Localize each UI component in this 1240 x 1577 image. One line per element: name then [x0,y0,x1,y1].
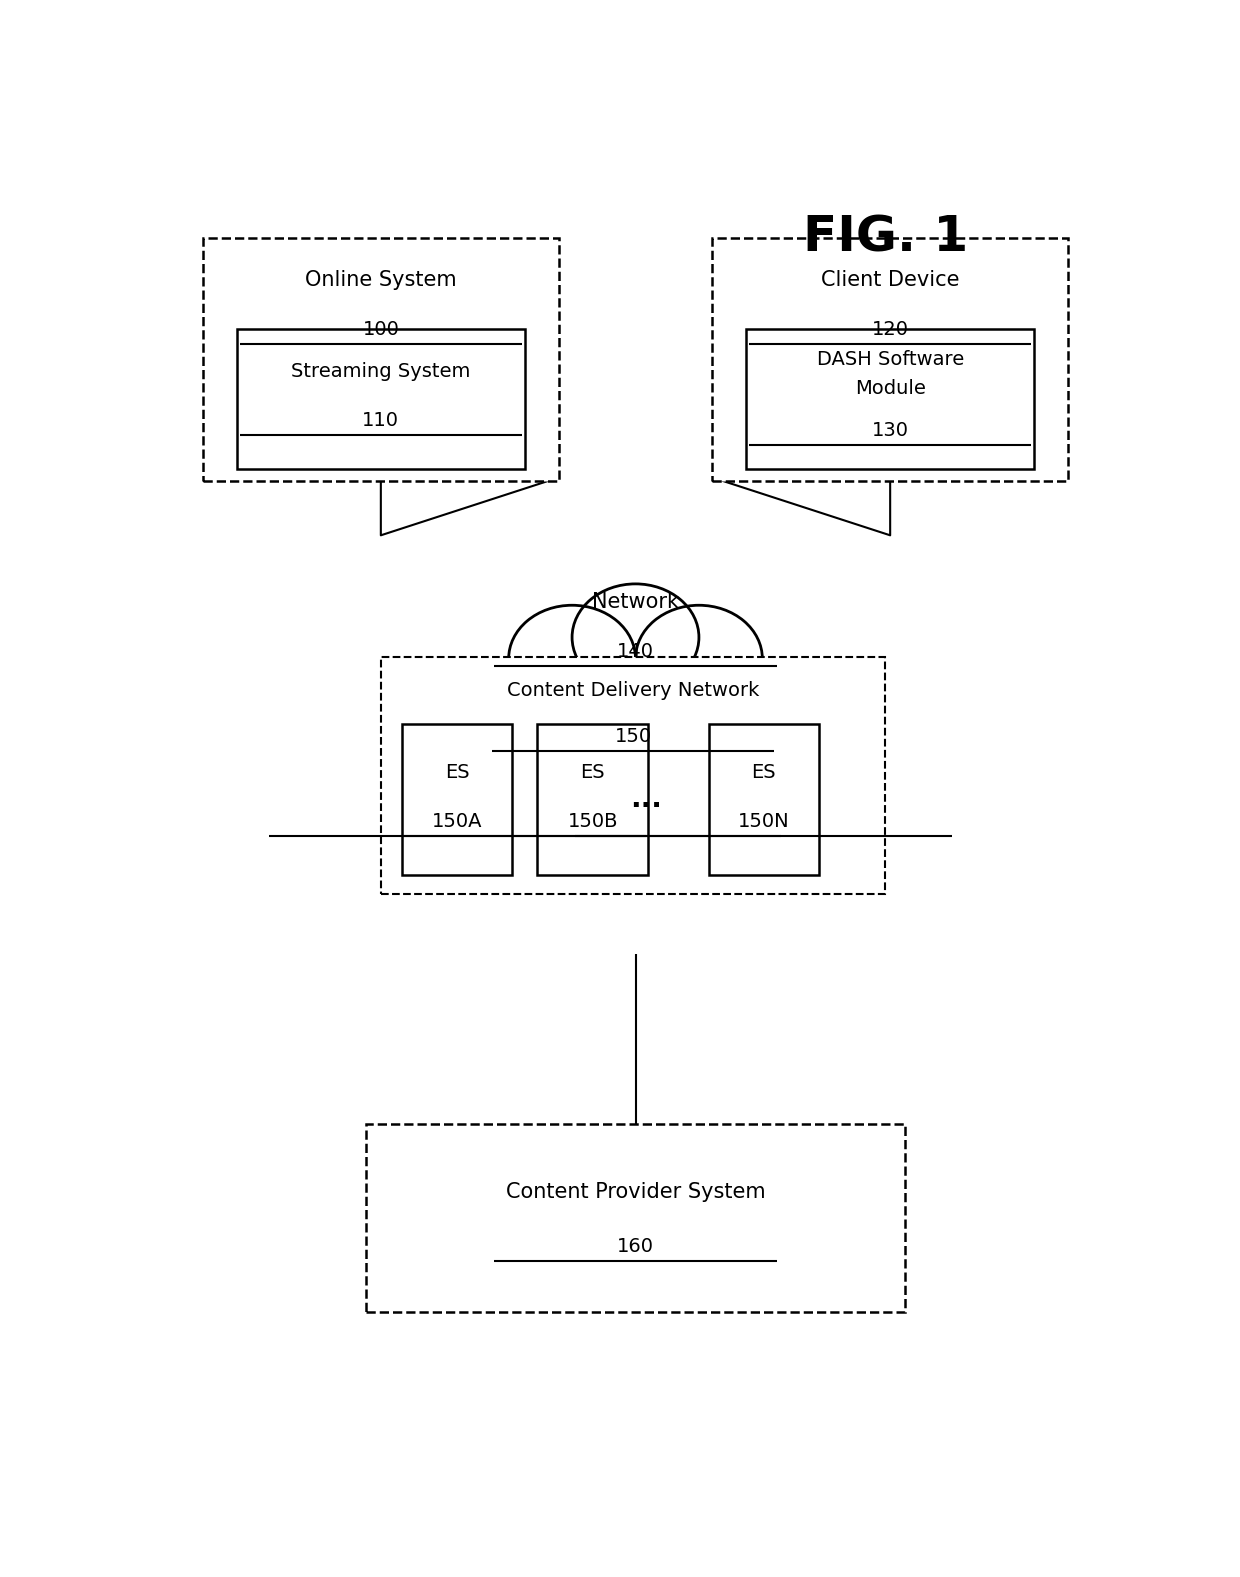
Ellipse shape [456,672,572,763]
Text: 120: 120 [872,320,909,339]
Text: DASH Software: DASH Software [816,350,963,369]
Text: ES: ES [445,763,470,782]
Text: FIG. 1: FIG. 1 [802,214,968,262]
Text: 140: 140 [618,642,653,661]
Text: ...: ... [631,785,662,814]
Bar [367,1124,905,1312]
Text: 100: 100 [362,320,399,339]
Bar [746,330,1034,468]
Text: ES: ES [580,763,605,782]
Bar [203,238,558,481]
Ellipse shape [572,583,699,691]
Text: Online System: Online System [305,270,456,290]
Ellipse shape [635,606,763,713]
Text: ES: ES [751,763,776,782]
Text: Module: Module [854,380,925,399]
Text: 110: 110 [362,412,399,431]
Bar [402,724,512,875]
Text: Client Device: Client Device [821,270,960,290]
Bar [237,330,525,468]
Text: Network: Network [591,591,680,612]
Bar [708,724,820,875]
Ellipse shape [508,606,636,713]
Ellipse shape [526,683,745,833]
Text: Content Delivery Network: Content Delivery Network [507,681,759,700]
Text: 150N: 150N [738,812,790,831]
Text: 150: 150 [615,727,652,746]
Text: 160: 160 [618,1236,653,1255]
Bar [712,238,1068,481]
Text: Streaming System: Streaming System [291,363,470,382]
Ellipse shape [699,672,815,763]
Bar [537,724,649,875]
Text: 150B: 150B [568,812,618,831]
Text: 150A: 150A [432,812,482,831]
Text: Content Provider System: Content Provider System [506,1181,765,1202]
Bar [381,656,885,894]
Text: 130: 130 [872,421,909,440]
